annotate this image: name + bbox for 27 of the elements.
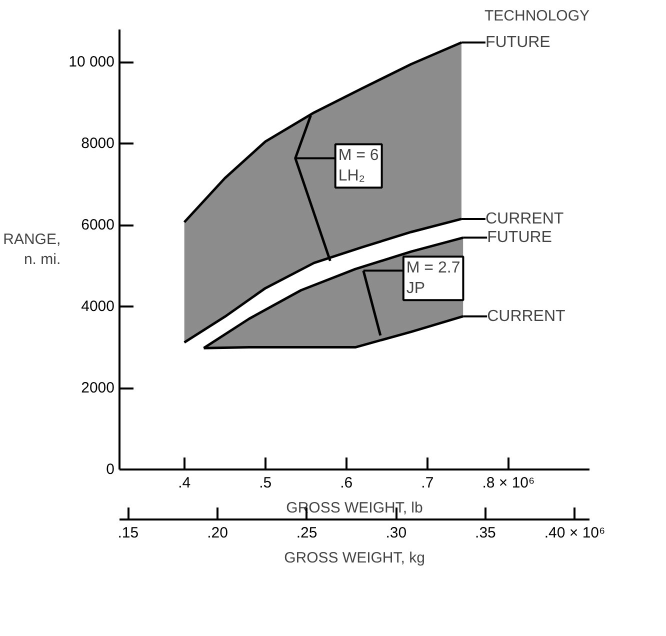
x2-tick-label: .15 (118, 524, 139, 542)
x2-tick-label: .35 (475, 524, 496, 542)
y-tick-label: 2000 (81, 380, 115, 397)
x2-tick-label: .30 (386, 524, 407, 542)
y-axis-title: RANGE, n. mi. (3, 230, 61, 268)
x-axis-title: GROSS WEIGHT, lb (286, 500, 423, 516)
x-tick-label: .6 (340, 474, 353, 492)
legend-label: CURRENT (485, 210, 564, 228)
x-tick-label: .4 (178, 474, 191, 492)
legend-label: FUTURE (485, 34, 550, 52)
x2-tick-label: .25 (296, 524, 318, 542)
y-tick-label: 4000 (81, 298, 115, 316)
y-tick-label: 0 (106, 461, 114, 478)
x-tick-label: .7 (421, 474, 434, 492)
x2-tick-label: .20 (207, 524, 228, 542)
x2-axis-title: GROSS WEIGHT, kg (284, 550, 425, 566)
x2-tick-label: .40 × 10⁶ (544, 524, 606, 542)
y-tick-label: 8000 (81, 135, 115, 152)
y-tick-label: 6000 (81, 216, 115, 234)
legend-title: TECHNOLOGY (484, 8, 590, 24)
legend-label: CURRENT (487, 308, 566, 325)
legend-label: FUTURE (487, 229, 552, 246)
annotation: M = 6 LH₂ (338, 147, 379, 185)
y-tick-label: 10 000 (68, 54, 115, 71)
annotation: M = 2.7 JP (406, 260, 460, 298)
x-tick-label: .5 (259, 474, 272, 492)
x-tick-label: .8 × 10⁶ (482, 474, 535, 492)
